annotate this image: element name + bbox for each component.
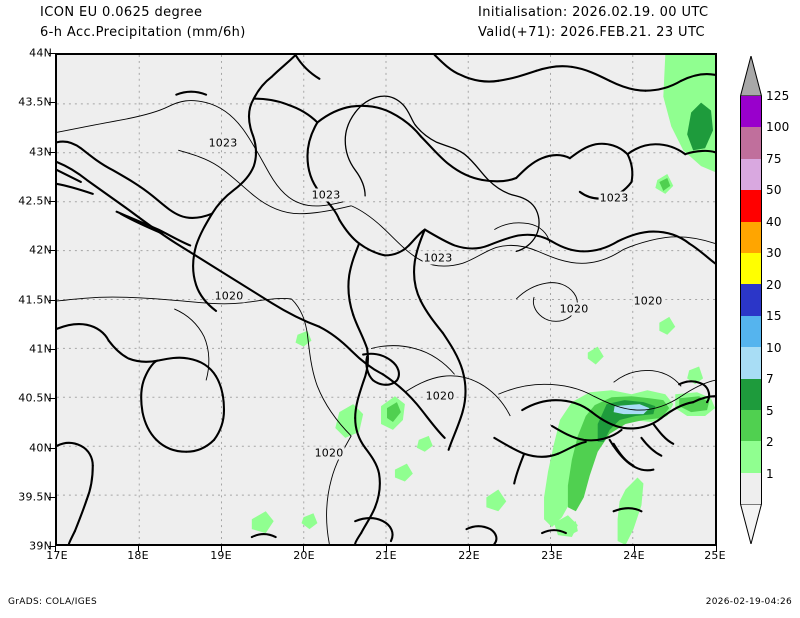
precip-band-2 xyxy=(659,177,671,191)
colorbar-segment-below-1 xyxy=(740,472,762,504)
y-tick-44N: 44N xyxy=(29,46,52,60)
x-tick-21E: 21E xyxy=(375,549,397,562)
x-tick-20E: 20E xyxy=(293,549,315,562)
y-tick-42N: 42N xyxy=(29,243,52,257)
y-tick-40N: 40N xyxy=(29,441,52,455)
x-tick-19E: 19E xyxy=(210,549,232,562)
colorbar-label-50: 50 xyxy=(766,183,782,197)
isobar-label: 1023 xyxy=(598,191,630,205)
isobar-label: 1023 xyxy=(310,188,342,202)
y-tick-39N: 39N xyxy=(29,539,52,553)
colorbar-label-10: 10 xyxy=(766,341,782,355)
colorbar-max-arrow xyxy=(740,56,762,97)
precip-band-1 xyxy=(394,463,413,482)
colorbar-segment-2-5 xyxy=(740,410,762,442)
x-tick-25E: 25E xyxy=(704,549,726,562)
colorbar-label-40: 40 xyxy=(766,215,782,229)
x-tick-17E: 17E xyxy=(46,549,68,562)
colorbar xyxy=(740,96,762,504)
precip-band-1 xyxy=(486,489,507,512)
x-tick-24E: 24E xyxy=(623,549,645,562)
initialisation-time: Initialisation: 2026.02.19. 00 UTC xyxy=(478,5,709,20)
y-tick-40.5N: 40.5N xyxy=(18,391,52,405)
colorbar-segment-10-15 xyxy=(740,315,762,348)
isobar-label: 1020 xyxy=(558,302,590,316)
isobar-label: 1020 xyxy=(424,389,456,403)
x-tick-23E: 23E xyxy=(541,549,563,562)
colorbar-label-7: 7 xyxy=(766,372,774,386)
colorbar-label-15: 15 xyxy=(766,309,782,323)
coastlines-borders xyxy=(57,55,715,544)
precip-band-1 xyxy=(687,366,704,385)
valid-time: Valid(+71): 2026.FEB.21. 23 UTC xyxy=(478,25,706,40)
model-title: ICON EU 0.0625 degree xyxy=(40,5,203,20)
colorbar-segment-30-40 xyxy=(740,221,762,253)
y-tick-39.5N: 39.5N xyxy=(18,490,52,504)
colorbar-segment-40-50 xyxy=(740,190,762,222)
precip-band-1 xyxy=(251,511,274,534)
colorbar-segment-50-75 xyxy=(740,158,762,191)
colorbar-label-1: 1 xyxy=(766,467,774,481)
x-tick-18E: 18E xyxy=(127,549,149,562)
colorbar-label-20: 20 xyxy=(766,278,782,292)
precip-band-1 xyxy=(708,156,715,167)
map-plot-area: 1023 1023 1023 1023 1020 1020 1020 1020 … xyxy=(55,53,717,546)
precip-band-1 xyxy=(416,435,433,452)
footer-attribution: GrADS: COLA/IGES xyxy=(8,597,97,607)
y-tick-41N: 41N xyxy=(29,342,52,356)
isobar-label: 1023 xyxy=(207,136,239,150)
precip-band-2 xyxy=(386,402,401,422)
isobar-label: 1020 xyxy=(313,446,345,460)
isobar-label: 1020 xyxy=(213,289,245,303)
map-canvas xyxy=(57,55,715,544)
precip-band-2 xyxy=(679,396,710,413)
isobar-label: 1020 xyxy=(632,294,664,308)
precip-band-7 xyxy=(613,404,650,415)
colorbar-label-5: 5 xyxy=(766,404,774,418)
precip-band-1 xyxy=(544,390,674,528)
colorbar-label-2: 2 xyxy=(766,435,774,449)
colorbar-min-arrow xyxy=(740,504,762,544)
colorbar-segment-100-125 xyxy=(740,96,762,128)
y-tick-41.5N: 41.5N xyxy=(18,293,52,307)
colorbar-segment-15-20 xyxy=(740,284,762,316)
precip-band-1 xyxy=(659,316,676,335)
colorbar-segment-5-7 xyxy=(740,378,762,410)
colorbar-label-125: 125 xyxy=(766,89,790,103)
precip-band-1 xyxy=(587,346,604,365)
colorbar-segment-75-100 xyxy=(740,127,762,159)
isobar-contours xyxy=(57,100,715,544)
y-tick-43.5N: 43.5N xyxy=(18,95,52,109)
colorbar-segment-7-10 xyxy=(740,347,762,379)
precip-band-5 xyxy=(687,102,714,151)
precip-band-1 xyxy=(301,513,318,530)
precip-band-2 xyxy=(567,396,670,512)
colorbar-segment-20-30 xyxy=(740,253,762,285)
colorbar-label-100: 100 xyxy=(766,120,790,134)
precipitation-shading xyxy=(251,55,715,544)
colorbar-segment-1-2 xyxy=(740,441,762,473)
isobar-label: 1023 xyxy=(422,251,454,265)
x-tick-22E: 22E xyxy=(458,549,480,562)
footer-timestamp: 2026-02-19-04:26 xyxy=(705,597,792,607)
colorbar-label-30: 30 xyxy=(766,246,782,260)
y-tick-43N: 43N xyxy=(29,145,52,159)
precip-band-1 xyxy=(617,477,644,544)
field-title: 6-h Acc.Precipitation (mm/6h) xyxy=(40,25,246,40)
y-tick-42.5N: 42.5N xyxy=(18,194,52,208)
colorbar-label-75: 75 xyxy=(766,152,782,166)
